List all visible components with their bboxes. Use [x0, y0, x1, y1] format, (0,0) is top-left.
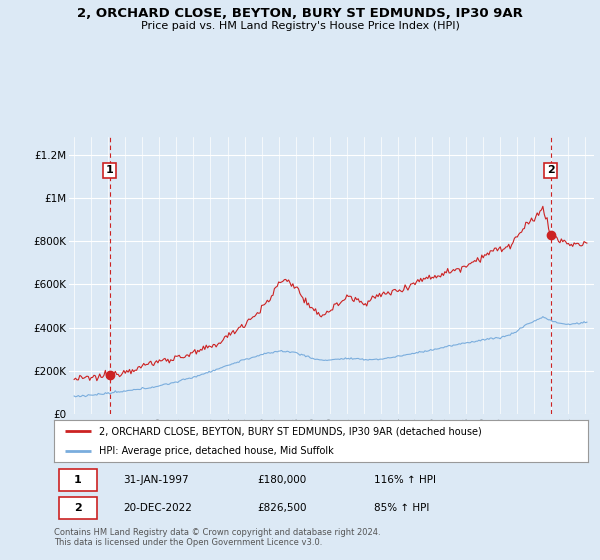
Text: 85% ↑ HPI: 85% ↑ HPI	[374, 503, 430, 513]
Text: 2, ORCHARD CLOSE, BEYTON, BURY ST EDMUNDS, IP30 9AR (detached house): 2, ORCHARD CLOSE, BEYTON, BURY ST EDMUND…	[100, 426, 482, 436]
Text: 1: 1	[106, 165, 113, 175]
Text: £826,500: £826,500	[257, 503, 307, 513]
Text: 31-JAN-1997: 31-JAN-1997	[124, 475, 189, 485]
Text: 1: 1	[74, 475, 82, 485]
Text: 20-DEC-2022: 20-DEC-2022	[124, 503, 192, 513]
Text: 2: 2	[547, 165, 554, 175]
Text: HPI: Average price, detached house, Mid Suffolk: HPI: Average price, detached house, Mid …	[100, 446, 334, 456]
Bar	[59, 469, 97, 491]
Text: £180,000: £180,000	[257, 475, 306, 485]
Text: Price paid vs. HM Land Registry's House Price Index (HPI): Price paid vs. HM Land Registry's House …	[140, 21, 460, 31]
Text: 116% ↑ HPI: 116% ↑ HPI	[374, 475, 436, 485]
Text: Contains HM Land Registry data © Crown copyright and database right 2024.
This d: Contains HM Land Registry data © Crown c…	[54, 528, 380, 547]
Text: 2: 2	[74, 503, 82, 513]
Bar	[59, 497, 97, 519]
Text: 2, ORCHARD CLOSE, BEYTON, BURY ST EDMUNDS, IP30 9AR: 2, ORCHARD CLOSE, BEYTON, BURY ST EDMUND…	[77, 7, 523, 20]
